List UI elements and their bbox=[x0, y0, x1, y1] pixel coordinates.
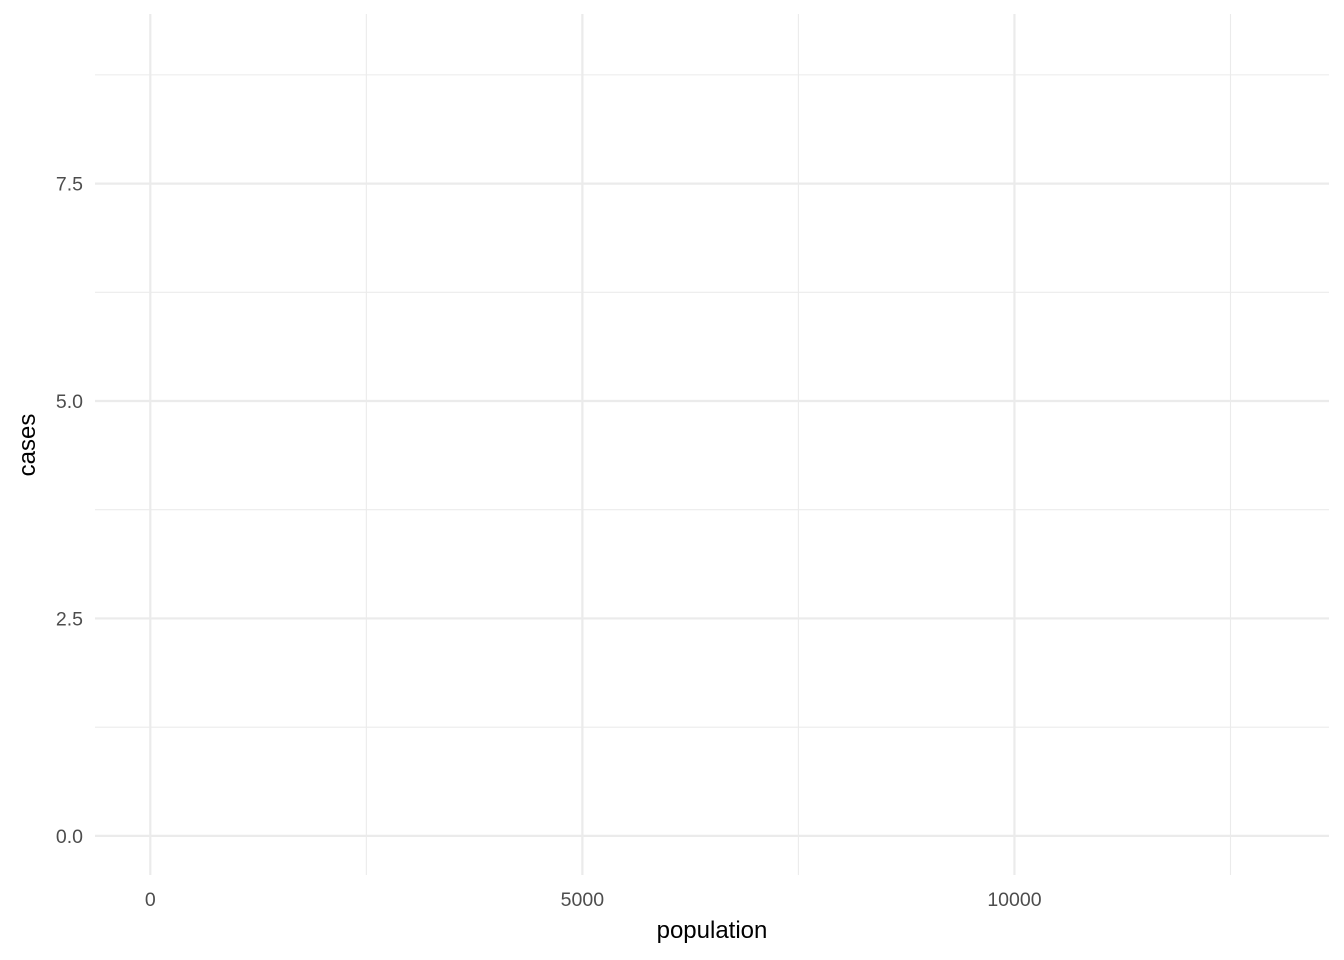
x-tick-label: 0 bbox=[145, 889, 156, 911]
minor-grid bbox=[95, 14, 1329, 875]
y-tick-label: 0.0 bbox=[56, 826, 83, 848]
x-tick-labels: 0 5000 10000 bbox=[145, 889, 1042, 911]
y-tick-label: 2.5 bbox=[56, 608, 83, 630]
x-tick-label: 5000 bbox=[561, 889, 605, 911]
y-axis-title: cases bbox=[14, 414, 41, 477]
x-tick-label: 10000 bbox=[987, 889, 1041, 911]
y-tick-labels: 0.0 2.5 5.0 7.5 bbox=[56, 174, 83, 848]
y-tick-label: 5.0 bbox=[56, 391, 83, 413]
x-axis-title: population bbox=[657, 917, 768, 944]
y-tick-label: 7.5 bbox=[56, 174, 83, 196]
major-grid bbox=[95, 14, 1329, 875]
